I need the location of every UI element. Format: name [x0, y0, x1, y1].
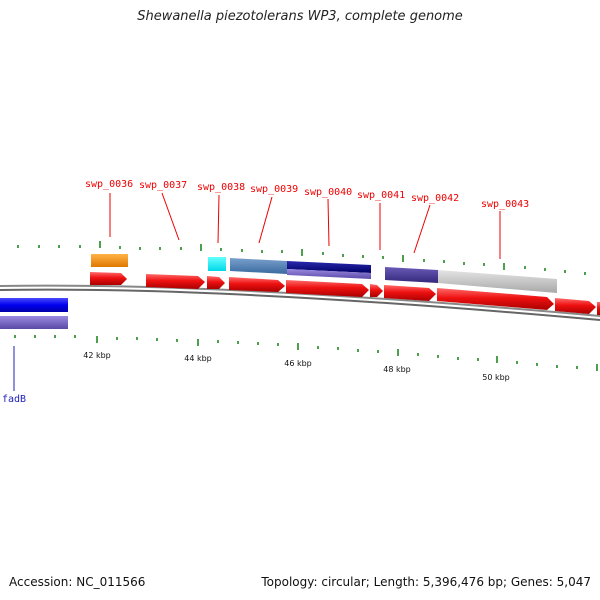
accession-text: Accession: NC_011566	[9, 575, 146, 589]
gene-arrow-swp-0042[interactable]	[384, 285, 436, 301]
gene-label-swp-0039[interactable]: swp_0039	[250, 184, 298, 195]
gene-label-swp-0041[interactable]: swp_0041	[357, 190, 405, 201]
lower-ticks	[14, 335, 598, 371]
fadb-gene-bar[interactable]	[0, 298, 68, 312]
swp-0038-feature-bar	[208, 257, 226, 271]
swp-0042-feature-bar	[385, 267, 438, 283]
genome-backbone-inner	[0, 288, 600, 321]
gene-label-swp-0037[interactable]: swp_0037	[139, 180, 187, 191]
swp-0036-feature-bar	[91, 254, 128, 267]
gene-arrow-swp-0037[interactable]	[146, 274, 205, 289]
fadb-label[interactable]: fadB	[2, 394, 26, 405]
gene-label-swp-0036[interactable]: swp_0036	[85, 179, 133, 190]
genome-backbone	[0, 284, 600, 317]
gene-label-swp-0038[interactable]: swp_0038	[197, 182, 245, 193]
gene-arrow-swp-0039[interactable]	[229, 277, 285, 292]
kbp-label: 46 kbp	[284, 359, 312, 368]
gene-arrow-edge[interactable]	[597, 302, 600, 315]
kbp-label: 44 kbp	[184, 354, 212, 363]
swp-0040-feature-bar-bottom	[287, 269, 371, 279]
gene-arrow-swp-0036[interactable]	[90, 272, 127, 285]
gene-arrow-swp-0041[interactable]	[370, 284, 383, 297]
swp-0039-feature-bar	[230, 258, 287, 274]
gene-label-swp-0040[interactable]: swp_0040	[304, 187, 352, 198]
gene-arrow-swp-0040[interactable]	[286, 280, 369, 297]
gene-arrow-swp-0043[interactable]	[437, 288, 554, 310]
kbp-label: 50 kbp	[482, 373, 510, 382]
upper-ticks	[17, 241, 586, 275]
gene-arrow-swp-0038[interactable]	[207, 276, 225, 289]
swp-0043-feature-bar	[438, 270, 557, 293]
gene-arrow-next[interactable]	[555, 298, 596, 314]
map-title: Shewanella piezotolerans WP3, complete g…	[137, 9, 463, 24]
kbp-label: 48 kbp	[383, 365, 411, 374]
fadb-feature-bar	[0, 316, 68, 329]
genome-summary-text: Topology: circular; Length: 5,396,476 bp…	[261, 575, 591, 589]
kbp-label: 42 kbp	[83, 351, 111, 360]
gene-arrows	[90, 272, 600, 315]
gene-label-swp-0042[interactable]: swp_0042	[411, 193, 459, 204]
label-leader-lines	[109, 192, 501, 259]
gene-label-swp-0043[interactable]: swp_0043	[481, 199, 529, 210]
